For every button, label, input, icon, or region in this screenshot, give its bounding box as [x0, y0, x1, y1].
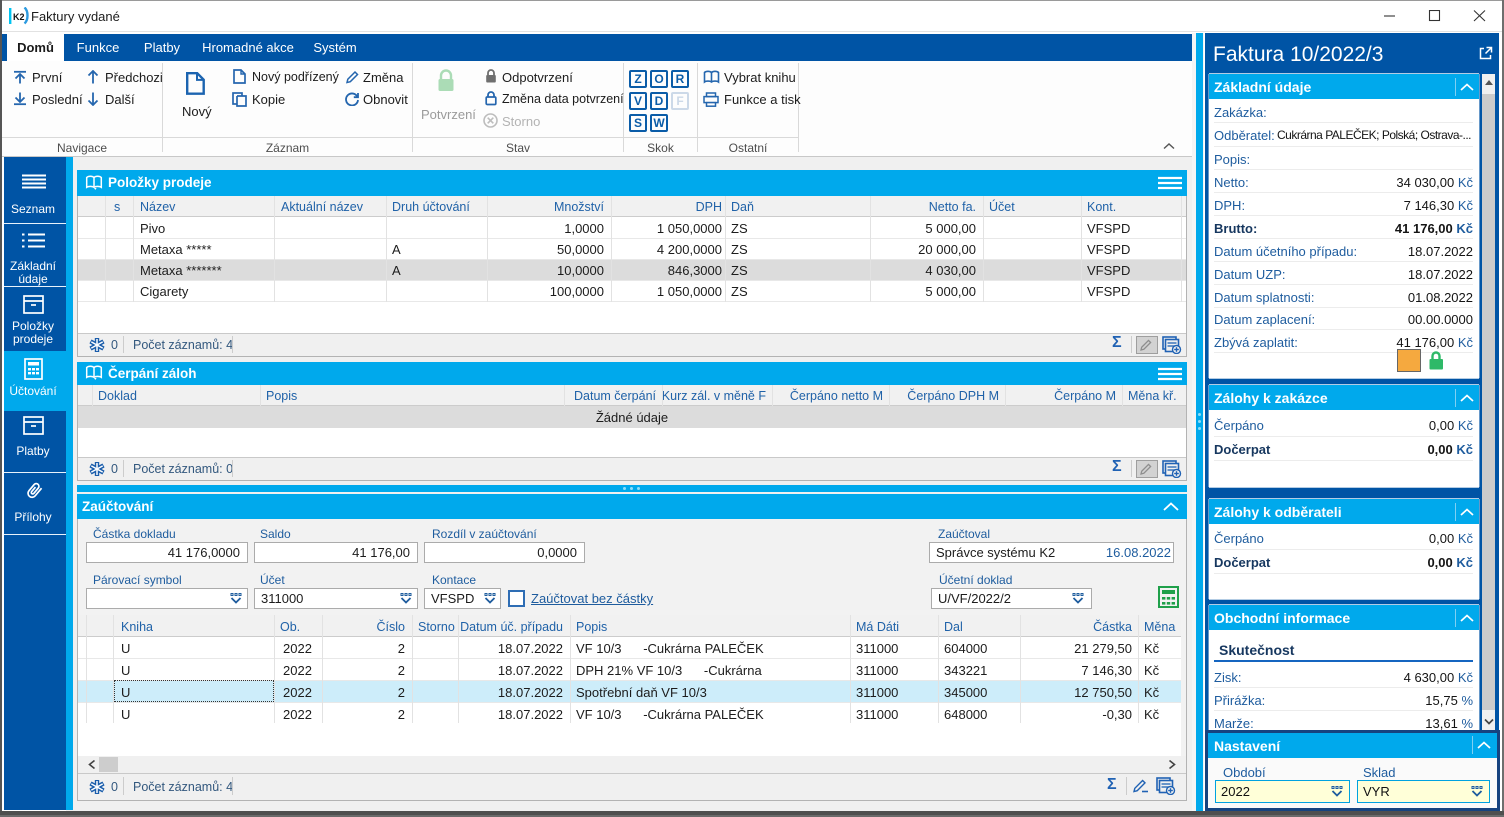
- svg-text:K2: K2: [13, 12, 25, 22]
